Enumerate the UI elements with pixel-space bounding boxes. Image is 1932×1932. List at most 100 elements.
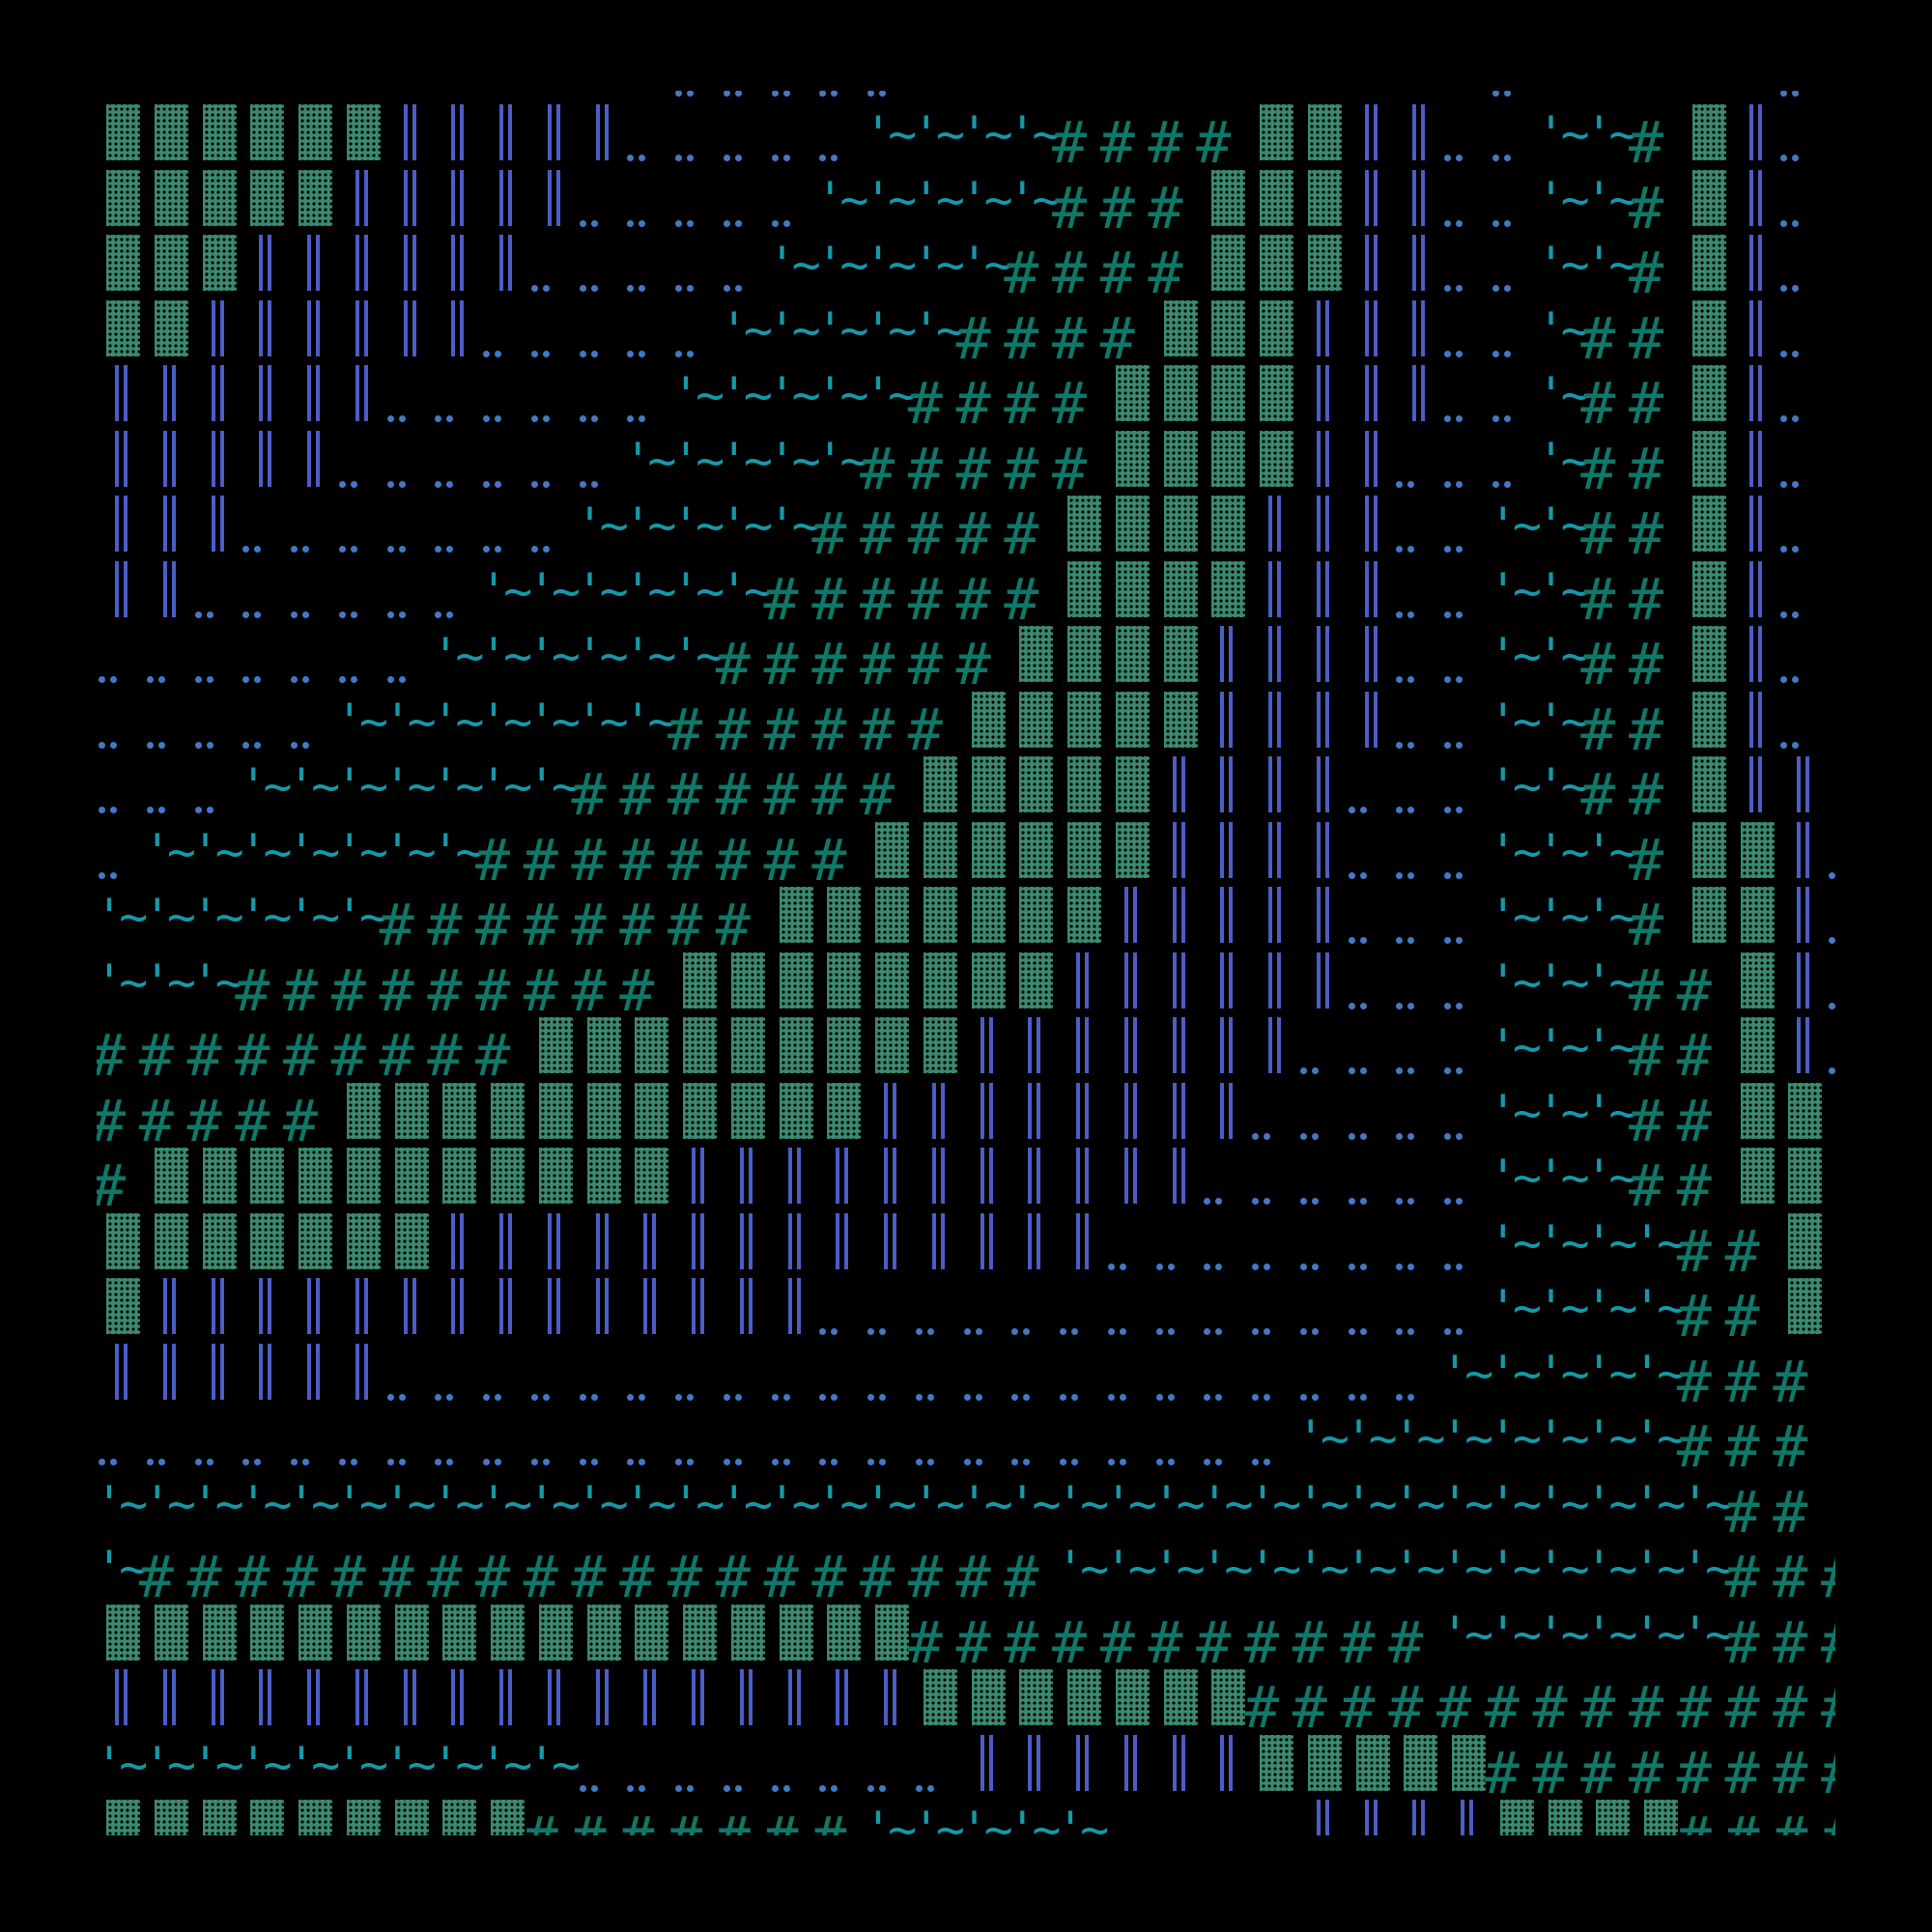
dot [926, 1459, 934, 1465]
cell-hash: # [956, 626, 1010, 694]
bar-line [1132, 1734, 1137, 1791]
dot [627, 1393, 635, 1401]
cell-dots [1778, 235, 1827, 300]
bar-line [988, 1082, 993, 1139]
bar-line [1277, 560, 1281, 617]
bar-line [1316, 496, 1321, 552]
cell-tilde: '~ [864, 170, 917, 236]
bar-line [980, 1734, 984, 1791]
bar-line [1324, 365, 1329, 421]
cell-tilde: '~ [864, 365, 917, 431]
hash-glyph: # [283, 956, 319, 1025]
cell-double-bar [433, 169, 481, 236]
dot [1215, 1459, 1223, 1465]
cell-double-bar [1106, 1017, 1154, 1083]
dot [1060, 1328, 1066, 1335]
cell-dots [1442, 300, 1491, 366]
tilde-glyph: '~ [623, 432, 676, 489]
cell-block [1009, 952, 1058, 1018]
tilde-glyph: '~ [1633, 1280, 1686, 1336]
dot [1023, 1328, 1031, 1335]
dot [386, 1393, 394, 1401]
tilde-glyph: '~ [1536, 367, 1590, 423]
cell-tilde: '~ [960, 104, 1013, 170]
cell-hash: # [1388, 1605, 1442, 1672]
shade-block-glyph [1019, 626, 1054, 682]
cell-double-bar [1202, 1082, 1250, 1149]
cell-dots [433, 1408, 481, 1474]
shade-block-glyph [442, 1148, 477, 1204]
cell-tilde: '~ [1584, 1408, 1637, 1474]
cell-double-bar [866, 1082, 914, 1149]
cell-double-bar [962, 1734, 1010, 1801]
cell-double-bar [385, 299, 434, 366]
cell-block [1394, 1734, 1442, 1801]
cell-dots [770, 1344, 818, 1409]
cell-block [1058, 496, 1106, 561]
dot [926, 1784, 934, 1792]
cell-hash: # [1821, 1735, 1835, 1803]
hash-glyph: # [619, 956, 655, 1025]
cell-hash: # [1629, 1735, 1683, 1803]
bar-line [171, 430, 176, 487]
cell-double-bar [433, 104, 481, 170]
hash-glyph: # [523, 956, 558, 1025]
shade-block-glyph [202, 169, 237, 226]
dot [1299, 1393, 1307, 1401]
shade-block-glyph [250, 1212, 285, 1269]
tilde-glyph: '~ [1825, 762, 1835, 810]
cell-hash: # [668, 1539, 722, 1606]
cell-dots [337, 626, 385, 692]
bar-line [1132, 1017, 1137, 1073]
bar-line [1220, 756, 1225, 812]
bar-line [259, 1278, 264, 1334]
cell-tilde: '~ [768, 1474, 821, 1540]
tilde-glyph: '~ [1103, 1541, 1157, 1597]
cell-block [1347, 1734, 1395, 1801]
dot [1119, 1393, 1126, 1401]
cell-double-bar [1298, 496, 1347, 561]
cell-tilde: '~ [384, 1474, 437, 1540]
shade-block-glyph [1307, 104, 1342, 160]
cell-hash: # [1052, 300, 1106, 368]
dot [1407, 480, 1415, 488]
dot [1456, 807, 1463, 813]
cell-dots [722, 104, 770, 170]
bar-line [1461, 1800, 1464, 1835]
bar-line [1132, 1082, 1137, 1139]
hash-glyph: # [860, 631, 895, 698]
hash-glyph: # [379, 1022, 414, 1090]
cell-block [97, 1212, 145, 1279]
cell-tilde: '~ [335, 822, 388, 888]
cell-block [1154, 430, 1203, 497]
cell-dots [1009, 1408, 1058, 1474]
hash-glyph: # [1629, 761, 1664, 829]
dot [194, 611, 202, 618]
cell-hash: # [764, 1539, 818, 1606]
cell-tilde: '~ [431, 822, 484, 888]
bar-line [219, 1669, 224, 1725]
cell-dots [1442, 1278, 1491, 1344]
dot [1792, 480, 1800, 488]
cell-dots [433, 365, 481, 431]
bar-line [355, 1343, 359, 1400]
cell-dots [817, 91, 866, 105]
bar-line [692, 1669, 696, 1725]
dot [627, 1459, 635, 1465]
bar-line [1028, 1212, 1033, 1269]
cell-tilde: '~ [1584, 822, 1637, 888]
bar-line [1421, 169, 1426, 226]
hash-glyph: # [1724, 1413, 1760, 1481]
shade-block-glyph [875, 887, 909, 943]
cell-dots [97, 756, 145, 822]
cell-hash: # [1580, 1669, 1634, 1737]
tilde-glyph: '~ [864, 301, 917, 358]
dot [542, 350, 550, 357]
bar-line [355, 235, 359, 291]
cell-hash: # [811, 756, 866, 824]
cell-dots [817, 1735, 866, 1801]
shade-block-glyph [779, 952, 813, 1009]
bar-line [1277, 887, 1281, 943]
cell-dots [241, 626, 289, 692]
dot [1503, 285, 1511, 292]
